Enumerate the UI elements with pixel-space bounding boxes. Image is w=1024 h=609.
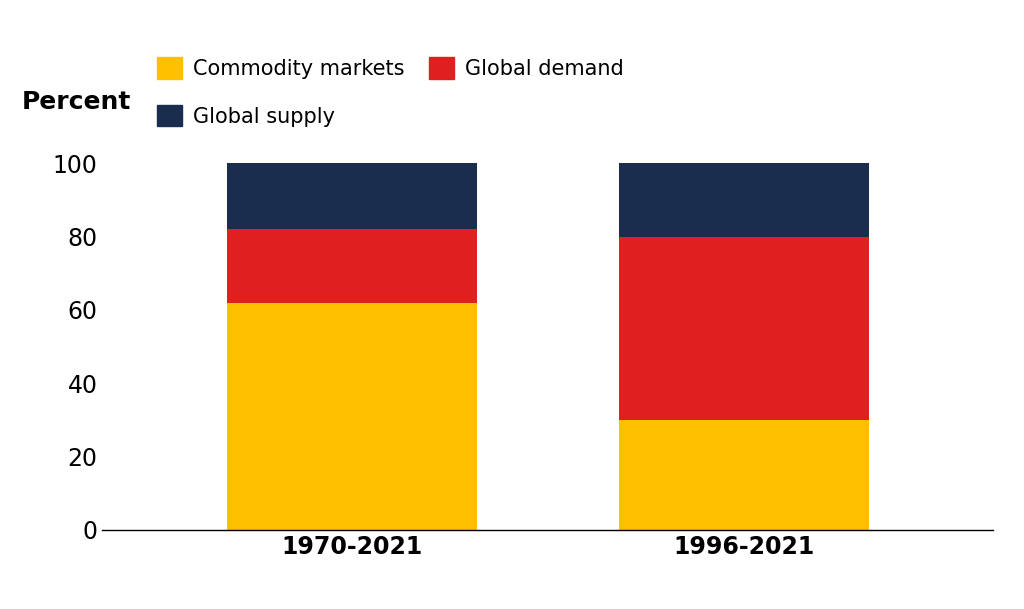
Bar <box>620 237 868 420</box>
Text: Percent: Percent <box>23 90 132 114</box>
Bar <box>227 229 476 303</box>
Bar <box>227 163 476 229</box>
Bar <box>620 163 868 237</box>
Bar <box>620 420 868 530</box>
Legend: Global supply: Global supply <box>158 105 335 127</box>
Bar <box>227 303 476 530</box>
